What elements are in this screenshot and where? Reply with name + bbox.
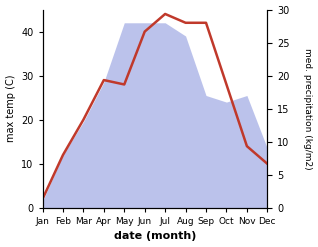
Y-axis label: max temp (C): max temp (C) — [5, 75, 16, 143]
X-axis label: date (month): date (month) — [114, 231, 196, 242]
Y-axis label: med. precipitation (kg/m2): med. precipitation (kg/m2) — [303, 48, 313, 169]
